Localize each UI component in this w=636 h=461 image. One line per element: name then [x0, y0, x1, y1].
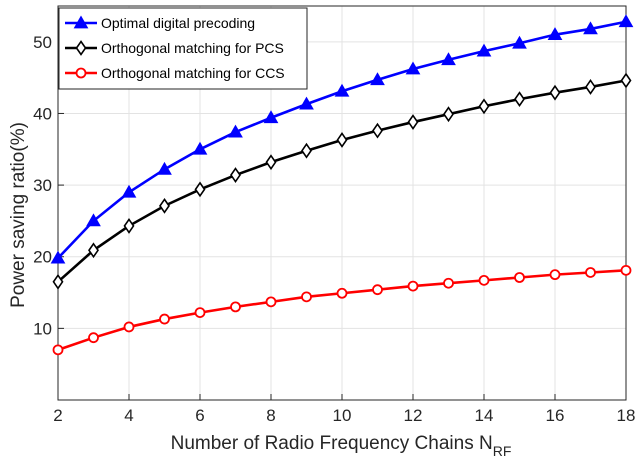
- data-point: [405, 61, 421, 75]
- data-point: [478, 98, 490, 115]
- x-tick-label: 10: [333, 406, 352, 425]
- data-point: [88, 332, 99, 344]
- legend-label: Orthogonal matching for CCS: [101, 65, 285, 81]
- data-point: [336, 132, 348, 148]
- data-point: [121, 184, 137, 198]
- legend-item: Orthogonal matching for CCS: [65, 65, 285, 81]
- data-point: [52, 273, 64, 290]
- data-point: [478, 274, 490, 286]
- data-point: [443, 106, 454, 123]
- series-1: [50, 14, 634, 264]
- data-point: [336, 287, 348, 299]
- legend-marker: [75, 40, 87, 56]
- data-point: [443, 277, 454, 289]
- data-point: [230, 301, 241, 313]
- x-axis-title-subscript: RF: [493, 443, 512, 459]
- x-tick-label: 4: [124, 406, 133, 425]
- data-point: [157, 161, 172, 175]
- data-point: [159, 197, 170, 214]
- data-point: [407, 280, 419, 292]
- data-point: [230, 167, 241, 183]
- data-point: [549, 84, 561, 101]
- x-axis-title: Number of Radio Frequency Chains NRF: [171, 433, 512, 459]
- data-point: [620, 72, 632, 89]
- data-point: [52, 344, 64, 356]
- data-point: [370, 72, 385, 86]
- data-point: [301, 142, 312, 159]
- data-point: [514, 91, 525, 108]
- series-2: [52, 72, 632, 290]
- data-point: [265, 154, 277, 171]
- data-point: [476, 43, 492, 57]
- data-point: [441, 52, 456, 66]
- legend-marker: [73, 15, 89, 29]
- data-point: [299, 96, 314, 110]
- data-point: [265, 296, 277, 308]
- data-point: [618, 14, 634, 28]
- legend-box: [58, 7, 308, 90]
- y-tick-label: 40: [33, 104, 52, 123]
- data-point: [228, 124, 243, 138]
- data-point: [301, 291, 312, 303]
- x-tick-label: 2: [53, 406, 62, 425]
- data-point: [583, 21, 598, 35]
- y-tick-label: 10: [33, 319, 52, 338]
- x-tick-label: 18: [617, 406, 636, 425]
- data-point: [50, 250, 66, 264]
- data-point: [372, 284, 383, 296]
- data-point: [194, 307, 206, 319]
- data-point: [159, 313, 170, 325]
- data-point: [620, 264, 632, 276]
- x-axis-title-main: Number of Radio Frequency Chains N: [171, 433, 493, 454]
- data-point: [512, 35, 527, 49]
- data-point: [547, 27, 563, 41]
- data-point: [86, 213, 101, 227]
- legend-item: Orthogonal matching for PCS: [65, 40, 284, 56]
- x-tick-label: 6: [195, 406, 204, 425]
- data-point: [514, 272, 525, 283]
- x-tick-label: 12: [404, 406, 423, 425]
- data-point: [549, 269, 561, 281]
- y-axis-title: Power saving ratio(%): [8, 122, 29, 308]
- legend-label: Orthogonal matching for PCS: [101, 40, 284, 56]
- x-tick-label: 8: [266, 406, 275, 425]
- data-point: [334, 83, 350, 97]
- data-point: [123, 218, 135, 234]
- series-3: [52, 264, 632, 356]
- ticks: 2 4 6 8 10 12 14 16 18 10 20 30 40 50: [33, 33, 635, 425]
- data-point: [585, 79, 596, 95]
- data-point: [263, 110, 279, 124]
- series-layer: [50, 14, 634, 356]
- data-point: [407, 114, 419, 130]
- legend-item: Optimal digital precoding: [65, 15, 255, 31]
- y-tick-label: 30: [33, 176, 52, 195]
- x-tick-label: 14: [475, 406, 494, 425]
- legend-label: Optimal digital precoding: [101, 15, 255, 31]
- x-tick-label: 16: [546, 406, 565, 425]
- y-tick-label: 50: [33, 33, 52, 52]
- data-point: [585, 267, 596, 278]
- legend-marker: [75, 67, 87, 79]
- y-tick-label: 20: [33, 248, 52, 267]
- data-point: [123, 321, 135, 333]
- legend: Optimal digital precoding Orthogonal matc…: [58, 7, 308, 90]
- data-point: [372, 122, 383, 139]
- data-point: [88, 242, 99, 259]
- data-point: [194, 181, 206, 198]
- data-point: [192, 141, 208, 155]
